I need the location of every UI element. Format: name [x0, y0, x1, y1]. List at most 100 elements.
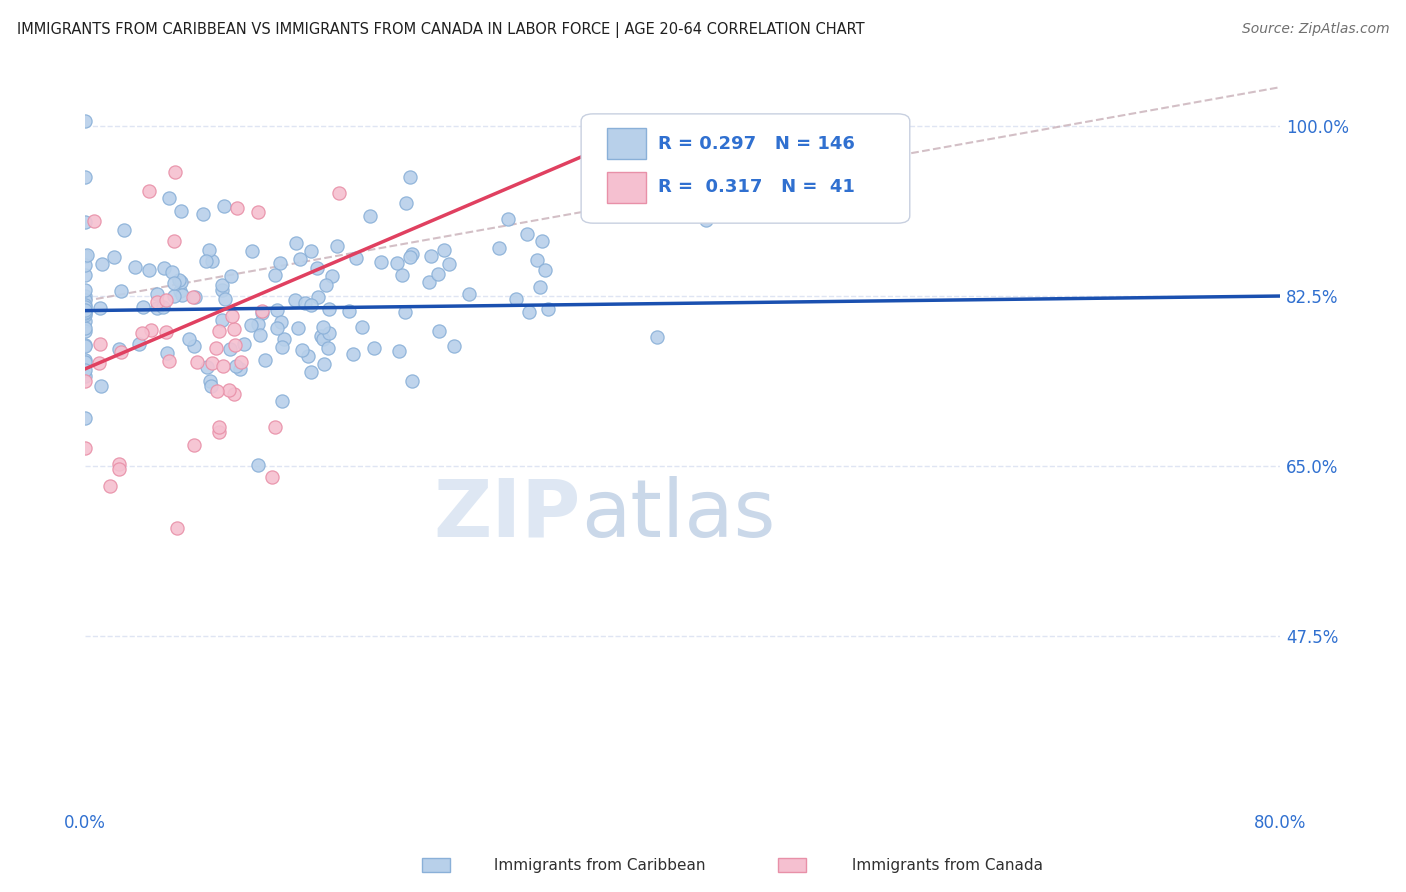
Point — [342, 347, 364, 361]
Point — [385, 256, 408, 270]
Point — [224, 359, 246, 373]
Point — [350, 319, 373, 334]
Point — [363, 341, 385, 355]
Point — [273, 332, 295, 346]
Point — [266, 321, 288, 335]
Point — [181, 290, 204, 304]
Point — [75, 249, 97, 263]
Point — [132, 300, 155, 314]
Point — [399, 250, 422, 264]
Point — [139, 323, 162, 337]
Point — [194, 253, 217, 268]
Point — [299, 298, 322, 312]
Point — [75, 169, 97, 184]
Point — [131, 326, 153, 340]
Point — [162, 234, 184, 248]
Point — [200, 379, 222, 393]
Point — [177, 332, 200, 346]
Point — [90, 379, 112, 393]
Point — [311, 332, 333, 346]
FancyBboxPatch shape — [607, 128, 645, 159]
Point — [299, 365, 322, 379]
Text: atlas: atlas — [581, 475, 776, 554]
Point — [107, 462, 129, 476]
Point — [75, 353, 97, 368]
Point — [184, 290, 207, 304]
Point — [110, 345, 132, 359]
Point — [427, 267, 450, 281]
Point — [439, 257, 461, 271]
Point — [75, 369, 97, 384]
Point — [531, 234, 554, 248]
Point — [231, 354, 253, 368]
Point — [488, 241, 510, 255]
Point — [427, 324, 450, 338]
Point — [221, 309, 243, 323]
Point — [312, 320, 335, 334]
Point — [297, 349, 319, 363]
Point — [247, 458, 270, 472]
Point — [211, 312, 233, 326]
Point — [170, 204, 193, 219]
Point — [211, 283, 233, 297]
Point — [224, 338, 246, 352]
Point — [138, 263, 160, 277]
Point — [75, 308, 97, 322]
Point — [299, 244, 322, 258]
Point — [170, 288, 193, 302]
Point — [89, 301, 111, 315]
Point — [516, 227, 538, 241]
Point — [219, 268, 242, 283]
Point — [124, 260, 146, 274]
Point — [75, 114, 97, 128]
Point — [75, 300, 97, 314]
Point — [75, 303, 97, 318]
Text: Immigrants from Caribbean: Immigrants from Caribbean — [450, 858, 706, 872]
Point — [401, 374, 423, 388]
Point — [695, 213, 717, 227]
Point — [262, 469, 284, 483]
Point — [75, 338, 97, 352]
Point — [526, 252, 548, 267]
Point — [75, 305, 97, 319]
Point — [246, 205, 269, 219]
Point — [270, 393, 292, 408]
Point — [191, 207, 214, 221]
Point — [326, 238, 349, 252]
Text: ZIP: ZIP — [434, 475, 581, 554]
Point — [224, 322, 246, 336]
Point — [370, 255, 392, 269]
Text: IMMIGRANTS FROM CARIBBEAN VS IMMIGRANTS FROM CANADA IN LABOR FORCE | AGE 20-64 C: IMMIGRANTS FROM CARIBBEAN VS IMMIGRANTS … — [17, 22, 865, 38]
Point — [75, 374, 97, 388]
Point — [76, 248, 98, 262]
Point — [110, 284, 132, 298]
Point — [394, 304, 416, 318]
Point — [155, 325, 177, 339]
Point — [309, 328, 332, 343]
Point — [100, 479, 122, 493]
Point — [399, 170, 422, 185]
Point — [294, 296, 316, 310]
Point — [318, 326, 340, 340]
Point — [145, 295, 167, 310]
Point — [291, 343, 314, 358]
Point — [201, 254, 224, 268]
Point — [321, 268, 343, 283]
Point — [155, 293, 177, 307]
Point — [536, 301, 558, 316]
Point — [75, 283, 97, 297]
Point — [108, 457, 131, 471]
Point — [240, 318, 263, 332]
Point — [433, 243, 456, 257]
FancyBboxPatch shape — [607, 172, 645, 202]
Point — [83, 214, 105, 228]
Point — [75, 355, 97, 369]
FancyBboxPatch shape — [581, 114, 910, 223]
Point — [218, 383, 240, 397]
Point — [75, 215, 97, 229]
Point — [271, 341, 294, 355]
Point — [307, 261, 329, 276]
Point — [534, 263, 557, 277]
Point — [337, 304, 360, 318]
Point — [75, 289, 97, 303]
